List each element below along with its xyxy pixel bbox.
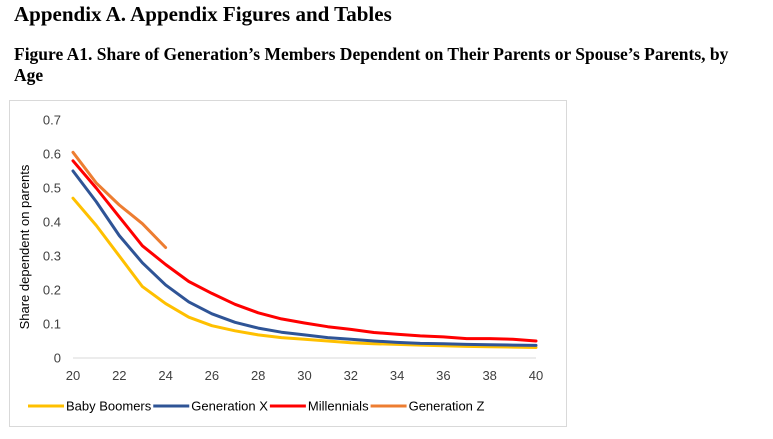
x-tick-label: 34	[390, 368, 404, 383]
y-tick-label: 0.3	[43, 249, 61, 264]
x-tick-label: 36	[436, 368, 450, 383]
x-tick-label: 28	[251, 368, 265, 383]
series-line-generation-x	[71, 169, 538, 347]
x-tick-label: 30	[297, 368, 311, 383]
x-tick-label: 26	[205, 368, 219, 383]
y-tick-label: 0.7	[43, 113, 61, 128]
chart-series	[71, 150, 538, 349]
y-tick-label: 0	[54, 351, 61, 366]
series-line-generation-z	[71, 150, 168, 249]
x-tick-label: 20	[66, 368, 80, 383]
legend-label-millennials: Millennials	[308, 399, 369, 414]
chart-legend: Baby Boomers Generation X Millennials Gener…	[28, 399, 485, 414]
chart-container: 0 0.1 0.2 0.3 0.4 0.5 0.6 0.7 20 22 24 26 28 30 32 34 36…	[9, 100, 567, 427]
appendix-heading: Appendix A. Appendix Figures and Tables	[14, 2, 392, 26]
y-tick-label: 0.4	[43, 215, 61, 230]
x-tick-label: 24	[158, 368, 172, 383]
legend-label-baby-boomers: Baby Boomers	[66, 399, 152, 414]
y-tick-label: 0.2	[43, 283, 61, 298]
chart-ticks: 0 0.1 0.2 0.3 0.4 0.5 0.6 0.7 20 22 24 26 28 30 32 34 36…	[43, 113, 543, 384]
x-tick-label: 22	[112, 368, 126, 383]
legend-label-generation-z: Generation Z	[409, 399, 485, 414]
figure-title: Figure A1. Share of Generation’s Members…	[14, 44, 729, 85]
y-axis-title: Share dependent on parents	[17, 164, 32, 329]
legend-label-generation-x: Generation X	[191, 399, 268, 414]
x-tick-label: 32	[344, 368, 358, 383]
x-tick-label: 40	[529, 368, 543, 383]
line-chart: 0 0.1 0.2 0.3 0.4 0.5 0.6 0.7 20 22 24 26 28 30 32 34 36…	[17, 113, 543, 414]
y-tick-label: 0.1	[43, 317, 61, 332]
series-line-baby-boomers	[71, 196, 538, 349]
y-tick-label: 0.6	[43, 147, 61, 162]
x-tick-label: 38	[482, 368, 496, 383]
series-line-millennials	[71, 159, 538, 343]
y-tick-label: 0.5	[43, 181, 61, 196]
